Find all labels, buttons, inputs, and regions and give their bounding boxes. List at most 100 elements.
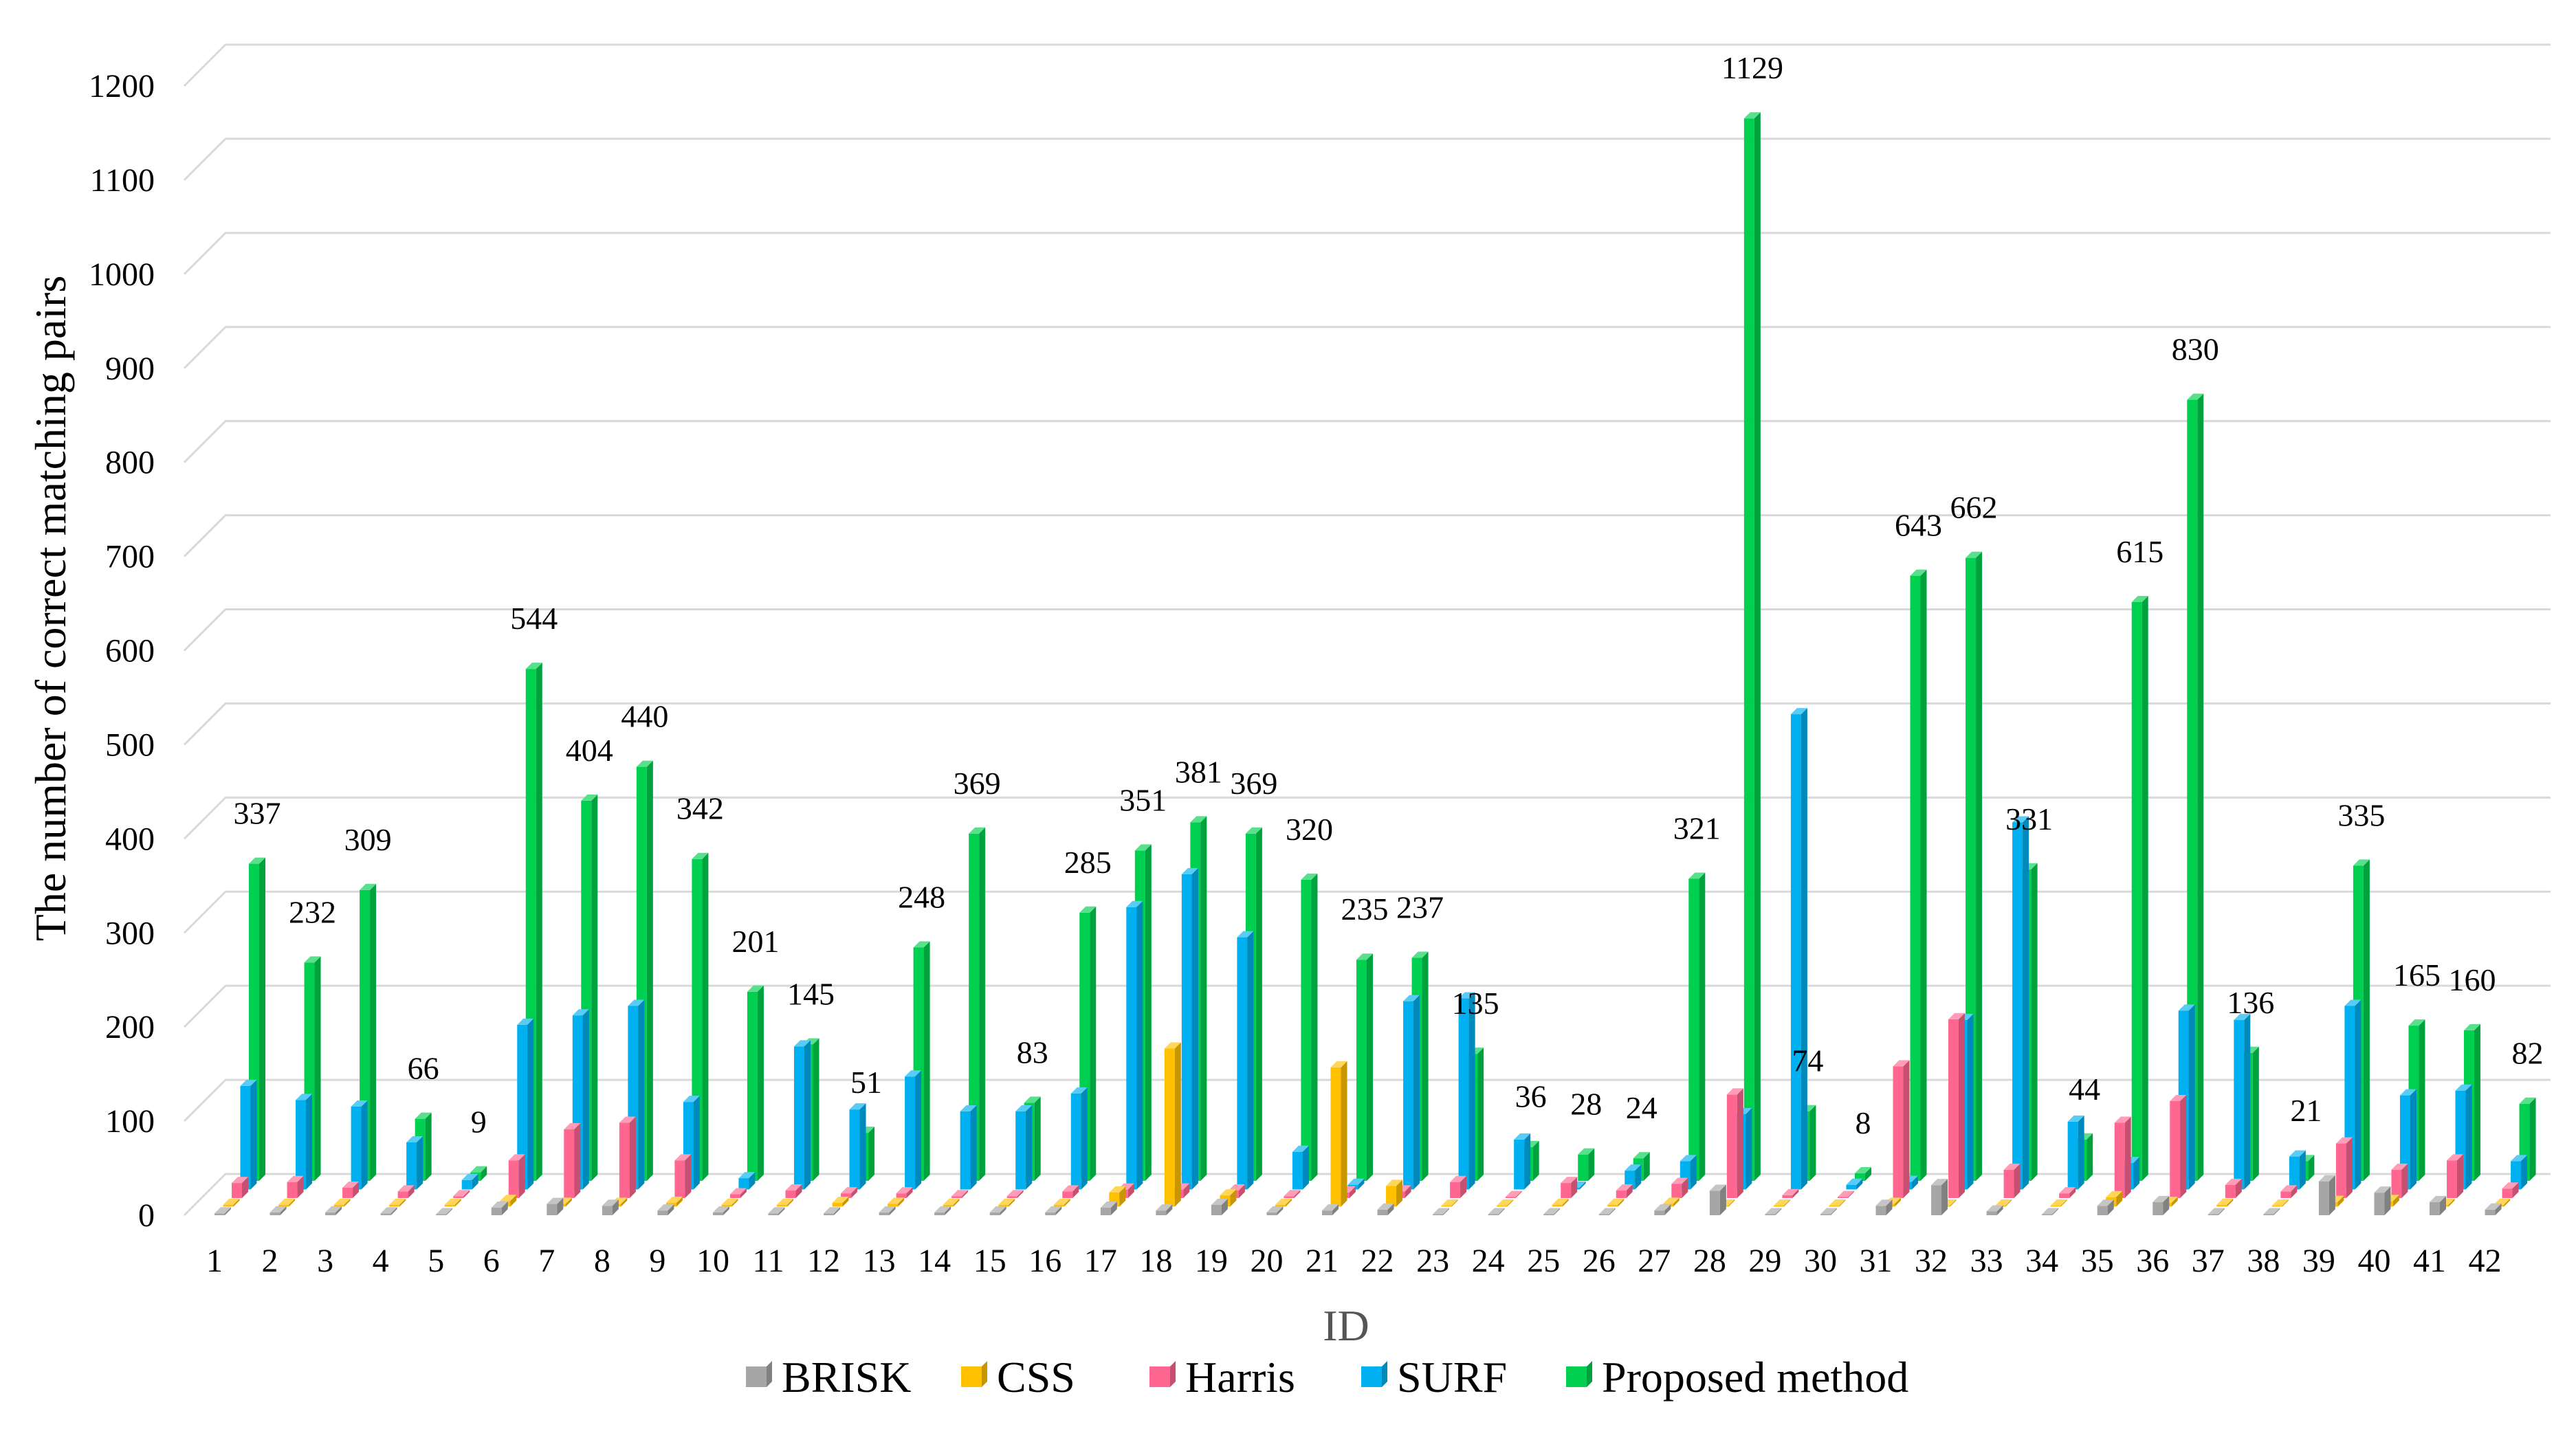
bar-top-face [768,1207,785,1214]
bar-top-face [360,883,377,890]
bar-css-23 [1441,1199,1458,1207]
x-tick-label: 42 [2469,1243,2502,1279]
bar-side-face [1294,1190,1301,1198]
bar-top-face [296,1094,313,1100]
bar-harris-26 [1616,1184,1633,1198]
bar-front-face [564,1129,575,1198]
bar-front-face [287,1182,298,1198]
bar-top-face [619,1116,636,1123]
bar-top-face [1875,1199,1893,1206]
bar-side-face [2282,1199,2289,1207]
bar-side-face [646,760,653,1181]
bar-side-face [1609,1208,1616,1215]
legend-label: Proposed method [1602,1353,1908,1402]
bar-harris-12 [841,1187,858,1198]
bar-side-face [344,1198,351,1207]
bar-side-face [1277,1206,1284,1215]
bar-side-face [2180,1094,2187,1198]
bar-side-face [306,1094,313,1190]
x-tick-label: 32 [1915,1243,1948,1279]
bar-front-face [1237,937,1248,1190]
bar-front-face [879,1212,890,1215]
bar-top-face [794,1040,811,1047]
bar-css-1 [223,1198,240,1207]
bar-top-face [1100,1201,1117,1208]
bar-top-face [1211,1198,1228,1205]
bar-top-face [1966,551,1983,558]
bar-css-21 [1330,1061,1347,1207]
data-label: 248 [898,879,945,914]
bar-css-38 [2271,1199,2289,1207]
bar-top-face [1164,1042,1181,1049]
bar-side-face [2299,1150,2306,1190]
bar-top-face [1633,1152,1650,1159]
bar-css-3 [333,1198,351,1207]
data-label: 440 [621,699,668,734]
x-tick-label: 33 [1970,1243,2003,1279]
bar-front-face [1829,1206,1840,1207]
bar-top-face [1322,1204,1339,1211]
bar-proposed-method-31 [1910,569,1927,1181]
bar-top-face [2318,1175,2335,1182]
data-label: 321 [1673,810,1721,845]
legend-swatch [1566,1366,1587,1387]
bar-front-face [2153,1201,2164,1215]
bar-css-10 [721,1198,738,1207]
bar-harris-4 [397,1185,415,1198]
data-label: 201 [731,924,779,959]
bar-front-face [2280,1191,2291,1198]
bar-front-face [1709,1190,1720,1215]
bar-top-face [1931,1179,1948,1186]
bar-surf-15 [1015,1105,1033,1190]
bar-front-face [1543,1214,1554,1215]
bar-top-face [1134,844,1152,851]
bar-side-face [693,1096,700,1190]
bar-harris-41 [2447,1154,2463,1198]
bar-front-face [1070,1093,1081,1190]
bar-front-face [1100,1208,1111,1215]
bar-top-face [1578,1148,1595,1155]
bar-css-30 [1829,1199,1846,1207]
bar-top-face [1237,931,1254,938]
bar-front-face [896,1193,907,1198]
bar-side-face [2142,595,2148,1181]
x-tick-label: 17 [1084,1243,1117,1279]
bar-side-face [408,1185,415,1198]
bar-side-face [962,1190,969,1198]
bar-side-face [1026,1105,1033,1190]
bar-brisk-5 [436,1208,453,1215]
bar-side-face [953,1198,960,1207]
bar-front-face [325,1212,336,1215]
bar-front-face [1598,1214,1609,1215]
y-tick-label: 800 [105,445,155,481]
bar-brisk-11 [768,1207,785,1215]
bar-brisk-34 [2042,1208,2059,1215]
bar-side-face [1498,1208,1505,1215]
bar-side-face [1055,1206,1062,1215]
bar-top-face [2280,1185,2298,1192]
y-tick-label: 1100 [90,162,155,199]
bar-front-face [342,1187,353,1198]
bar-side-face [1000,1206,1006,1215]
bar-surf-14 [960,1105,977,1190]
bar-front-face [2263,1214,2274,1215]
bar-front-face [2170,1100,2181,1198]
x-tick-label: 16 [1028,1243,1061,1279]
bar-side-face [1524,1133,1531,1190]
bar-side-face [1562,1198,1569,1207]
bar-surf-22 [1403,995,1420,1190]
bar-top-face [989,1206,1006,1212]
bar-side-face [536,663,542,1181]
x-tick-label: 5 [428,1243,444,1279]
bar-side-face [1864,1167,1871,1181]
bar-front-face [1893,1066,1904,1198]
bar-front-face [2050,1206,2061,1207]
x-tick-label: 34 [2025,1243,2058,1279]
bar-top-face [1726,1088,1743,1095]
bar-harris-38 [2280,1185,2298,1198]
bar-top-face [2494,1198,2511,1205]
data-label: 237 [1396,890,1444,925]
legend-swatch-side [767,1361,772,1387]
bar-side-face [390,1207,397,1215]
data-labels: 3372323096695444044403422011455124836983… [234,50,2544,1140]
